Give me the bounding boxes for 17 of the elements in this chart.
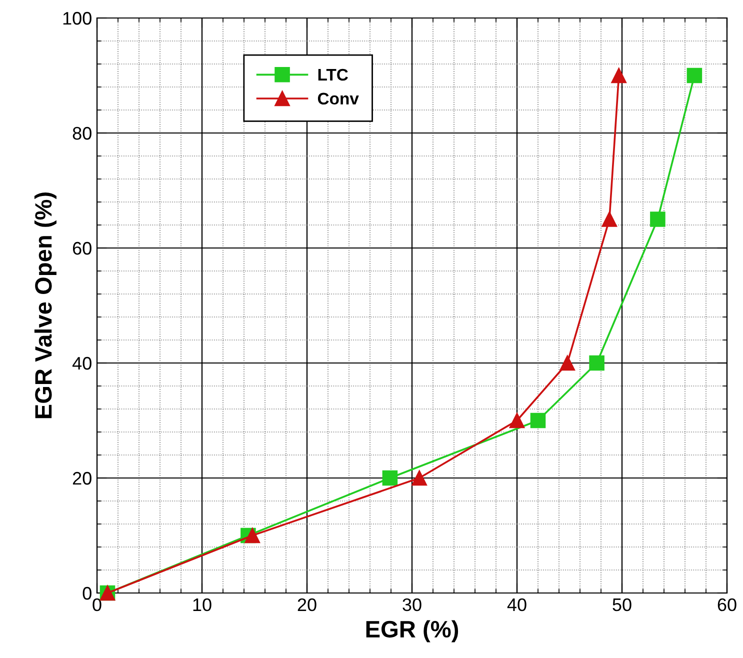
x-tick-label: 30 xyxy=(402,598,422,612)
x-tick-label: 60 xyxy=(718,598,736,612)
x-tick-label: 20 xyxy=(298,598,316,612)
x-axis-title: EGR (%) xyxy=(366,620,458,642)
y-tick-label: 80 xyxy=(72,126,92,140)
y-axis-title: EGR Valve Open (%) xyxy=(34,192,56,418)
legend-label: Conv xyxy=(318,92,359,105)
x-tick-label: 10 xyxy=(193,598,212,612)
x-tick-label: 40 xyxy=(507,598,526,612)
x-tick-label: 50 xyxy=(612,598,632,612)
x-tick-label: 0 xyxy=(92,598,102,612)
y-tick-label: 100 xyxy=(63,12,92,25)
y-tick-label: 60 xyxy=(72,242,92,255)
legend-label: LTC xyxy=(318,68,348,81)
y-tick-label: 40 xyxy=(72,356,92,370)
y-tick-label: 20 xyxy=(72,472,92,485)
y-tick-label: 0 xyxy=(82,586,92,600)
